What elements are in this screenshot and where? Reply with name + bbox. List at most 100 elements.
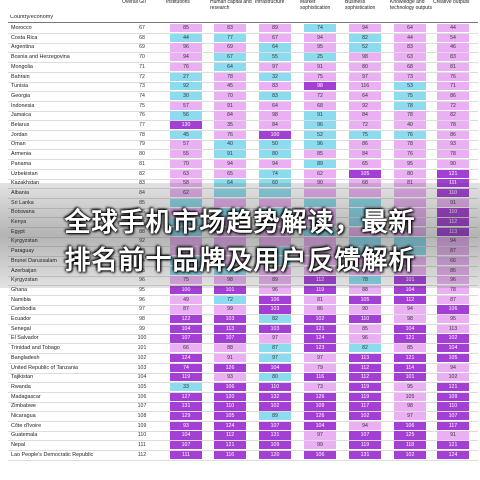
column-header: Business sophistication — [345, 0, 376, 11]
score-cell: 112 — [137, 451, 147, 458]
country-name: Panama — [11, 160, 32, 167]
row-divider — [8, 382, 478, 383]
score-cell: 97 — [304, 431, 336, 440]
score-cell: 82 — [349, 344, 381, 353]
score-cell: 94 — [304, 33, 336, 42]
score-cell: 92 — [349, 101, 381, 110]
score-cell: 73 — [139, 83, 145, 90]
score-cell: 80 — [349, 62, 381, 72]
row-divider — [8, 71, 478, 73]
score-cell: 96 — [139, 296, 145, 303]
score-cell: 70 — [170, 159, 202, 169]
country-name: Costa Rica — [11, 34, 38, 41]
score-cell: 95 — [394, 159, 426, 169]
row-divider — [8, 324, 478, 325]
score-cell: 129 — [170, 412, 202, 421]
table-row: Nicaragua 108 129 105 89 126 102 97 107 — [0, 412, 480, 421]
score-cell: 95 — [437, 315, 469, 324]
score-cell: 64 — [214, 179, 246, 188]
score-cell: 76 — [437, 72, 469, 81]
table-row: Belarus 77 130 35 84 96 72 40 78 — [0, 121, 480, 130]
score-cell: 88 — [126, 228, 158, 236]
score-cell: 91 — [214, 150, 246, 159]
score-cell: 52 — [304, 130, 336, 139]
score-cell: 95 — [139, 286, 145, 293]
row-divider — [8, 236, 478, 238]
score-cell: 78 — [214, 72, 246, 81]
score-cell: 113 — [437, 227, 469, 236]
score-cell: 85 — [304, 150, 336, 159]
score-cell: 109 — [259, 441, 291, 450]
score-cell: 73 — [304, 382, 336, 392]
table-row: Paraguay 93 87 — [0, 247, 480, 256]
country-name: Armenia — [11, 151, 32, 158]
score-cell: 105 — [137, 383, 147, 390]
score-cell: 76 — [394, 130, 426, 139]
table-row: El Salvador 100 107 107 97 124 96 121 102 — [0, 334, 480, 343]
score-cell: 70 — [139, 54, 145, 61]
row-divider — [8, 459, 478, 461]
column-header: Creative outputs — [433, 0, 470, 5]
score-cell: 110 — [214, 402, 246, 411]
score-cell: 113 — [437, 324, 469, 333]
score-cell: 98 — [394, 315, 426, 324]
table-row: Lao People's Democratic Republic 112 111 11… — [0, 450, 480, 460]
score-cell: 100 — [170, 285, 202, 295]
score-cell: 91 — [214, 353, 246, 363]
score-cell: 54 — [437, 33, 469, 42]
score-cell — [214, 247, 246, 256]
score-cell: 72 — [214, 295, 246, 304]
row-divider — [8, 62, 478, 63]
score-cell: 69 — [139, 44, 145, 51]
score-cell: 78 — [437, 150, 469, 159]
score-cell: 105 — [437, 353, 469, 363]
score-cell: 83 — [259, 91, 291, 101]
score-cell: 105 — [349, 295, 381, 304]
table-row: Sri Lanka 85 91 — [0, 198, 480, 208]
score-cell: 64 — [214, 62, 246, 72]
score-cell — [259, 237, 291, 246]
score-cell: 97 — [349, 72, 381, 81]
score-cell — [259, 198, 291, 207]
row-divider — [8, 42, 478, 44]
table-row: Jamaica 76 56 84 98 91 84 78 82 — [0, 111, 480, 120]
score-cell: 82 — [139, 170, 145, 177]
score-cell: 117 — [349, 402, 381, 411]
score-cell: 74 — [304, 24, 336, 33]
score-cell: 110 — [437, 188, 469, 198]
score-cell: 94 — [349, 421, 381, 430]
row-divider — [8, 285, 478, 286]
score-cell: 94 — [437, 363, 469, 372]
country-name: Cambodia — [11, 306, 36, 313]
score-cell: 96 — [126, 276, 158, 284]
score-cell: 102 — [394, 450, 426, 460]
score-cell: 66 — [170, 344, 202, 353]
row-divider — [8, 275, 478, 276]
score-cell: 116 — [349, 82, 381, 91]
score-cell: 126 — [304, 412, 336, 421]
score-cell — [349, 188, 381, 198]
score-cell: 107 — [437, 412, 469, 421]
score-cell — [304, 218, 336, 227]
country-name: Ecuador — [11, 316, 32, 322]
row-divider — [8, 246, 478, 247]
score-cell: 110 — [437, 402, 469, 411]
score-cell: 83 — [437, 53, 469, 62]
score-cell: 102 — [259, 402, 291, 411]
table-row: United Republic of Tanzania 103 74 126 104 79… — [0, 363, 480, 373]
score-cell: 81 — [437, 62, 469, 72]
row-divider — [8, 391, 478, 393]
score-cell: 45 — [214, 82, 246, 91]
row-divider — [8, 227, 478, 228]
score-cell: 64 — [394, 24, 426, 33]
row-divider — [8, 217, 478, 218]
row-divider — [8, 149, 478, 150]
score-cell: 101 — [214, 285, 246, 295]
score-cell — [214, 198, 246, 207]
score-cell: 71 — [437, 82, 469, 91]
row-divider — [8, 430, 478, 432]
score-cell — [214, 208, 246, 217]
score-cell: 131 — [349, 450, 381, 460]
country-name: Guatemala — [11, 432, 38, 439]
score-cell: 84 — [349, 150, 381, 159]
